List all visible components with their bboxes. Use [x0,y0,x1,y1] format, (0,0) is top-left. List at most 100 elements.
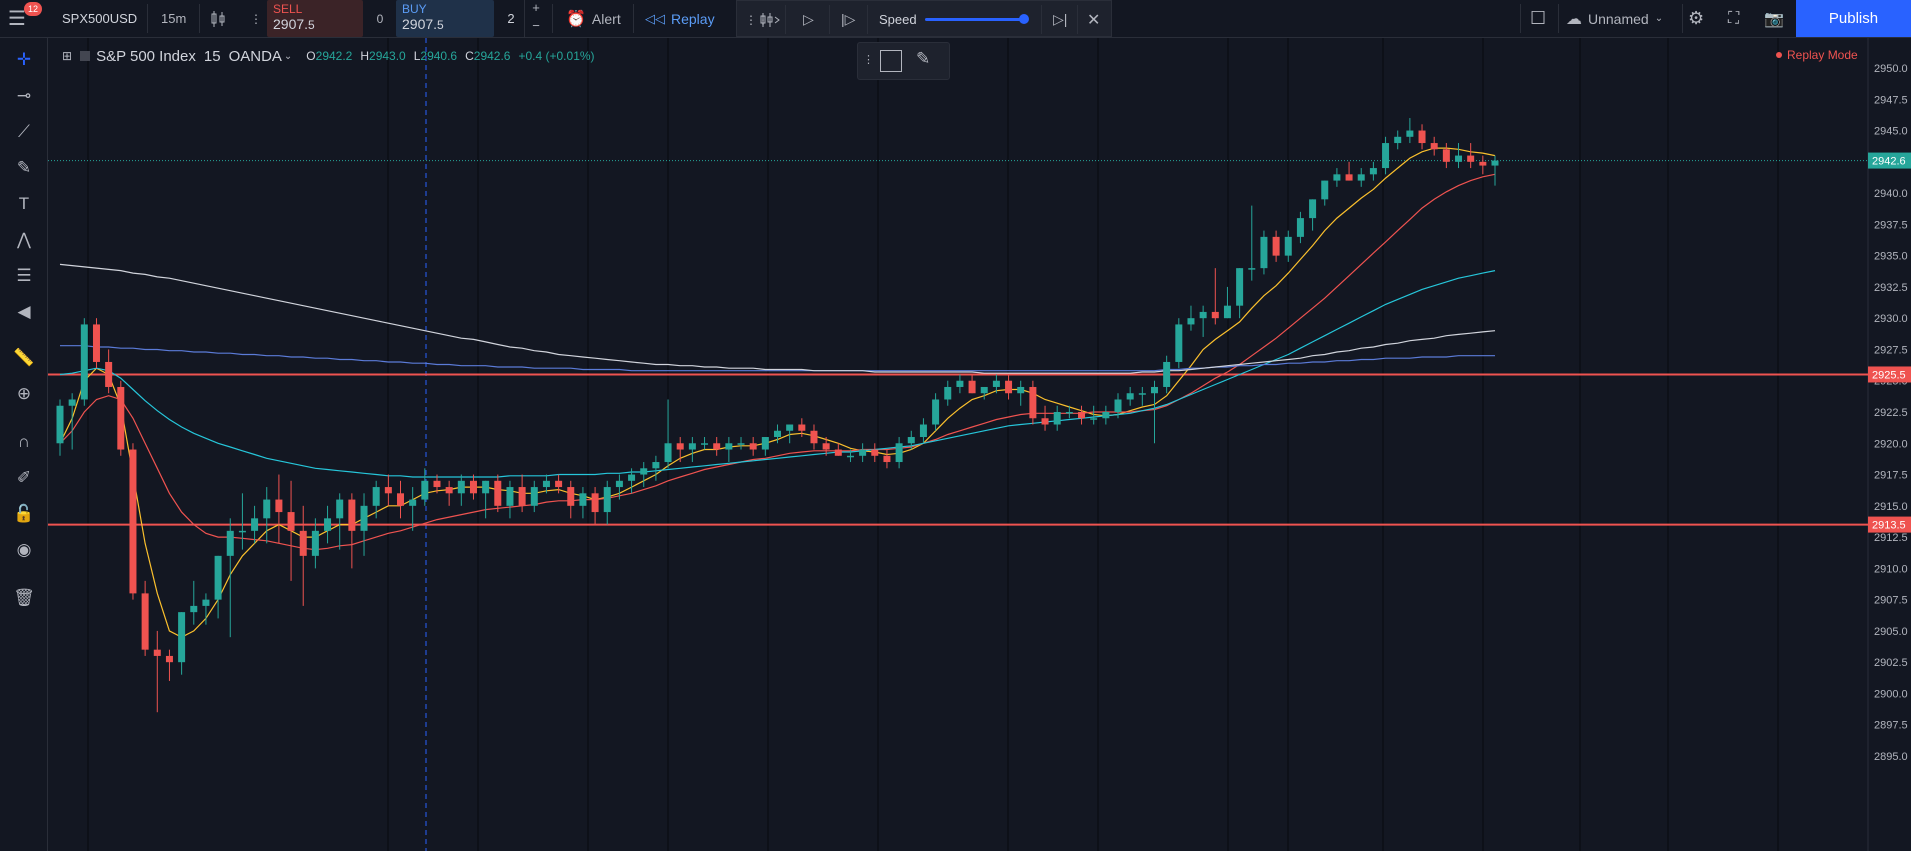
ruler-icon[interactable]: 📏 [13,348,35,367]
chevron-down-icon: ⌄ [1654,13,1664,24]
replay-mode-indicator: Replay Mode [1776,48,1858,62]
candle-body [1455,155,1463,162]
candle-body [226,530,234,556]
fullscreen-icon: ⛶ [1728,9,1740,27]
candle-body [1345,174,1353,181]
candle-body [1211,311,1219,319]
back-arrow-icon[interactable]: ◀ [17,302,31,321]
play-button[interactable]: ▷ [803,1,814,38]
moving-average-line [59,147,1496,638]
snapshot-button[interactable]: 📷 [1764,0,1784,37]
trend-line-icon[interactable]: ⟋ [18,122,30,141]
candle-body [1065,412,1073,414]
candle-body [324,518,332,531]
step-forward-button[interactable]: |▷ [841,1,855,38]
fib-icon[interactable]: ☰ [16,266,32,285]
buy-button[interactable]: BUY 2907.5 [396,0,494,37]
rewind-icon: ◁◁ [645,10,665,26]
candle-body [202,599,210,606]
alert-button[interactable]: ⏰ Alert [566,0,621,37]
quantity-field[interactable]: 2 [507,11,515,26]
lock-icon[interactable]: 🔓 [13,504,35,523]
alarm-clock-icon: ⏰ [566,10,586,28]
layout-name-button[interactable]: ☁ Unnamed ⌄ [1566,0,1663,37]
candle-body [348,499,356,531]
lock-draw-icon[interactable]: ✐ [16,468,32,487]
y-tick-label: 2917.5 [1874,470,1908,482]
camera-icon: 📷 [1764,10,1784,28]
drag-dots-icon[interactable]: ⋮ [863,54,874,66]
zoom-in-icon[interactable]: ⊕ [16,384,32,403]
moving-average-line [59,173,1496,551]
quantity-decrease-button[interactable]: − [532,18,540,33]
speed-slider-track[interactable] [925,18,1025,21]
publish-button[interactable]: Publish [1796,0,1911,37]
eye-icon[interactable]: ◉ [16,540,32,559]
candle-body [834,449,842,456]
candle-body [165,655,173,663]
horizontal-line-icon[interactable]: ⊸ [16,86,32,105]
crosshair-icon[interactable]: ✛ [16,50,32,69]
chart-legend: ⊞ S&P 500 Index 15 OANDA ⌄ O 2942.2 H 2943… [62,46,595,66]
speed-slider-thumb[interactable] [1019,14,1029,24]
symbol-search[interactable]: SPX500USD [62,11,138,26]
text-icon[interactable]: T [18,194,30,213]
rectangle-select-icon[interactable] [880,50,902,72]
candle-body [1406,130,1414,137]
high-value: 2943.0 [369,49,406,63]
price-axis [1868,38,1911,851]
candle-body [263,499,271,519]
expand-icon[interactable]: ⊞ [62,49,73,63]
candle-body [287,512,295,531]
candle-body [664,443,672,463]
record-dot-icon [1776,52,1782,58]
square-icon: ☐ [1530,8,1547,28]
chevron-down-icon[interactable]: ⌄ [283,50,293,62]
candle-body [518,487,526,506]
candle-body [932,399,940,425]
price-chart[interactable]: 2950.02947.52945.02942.52940.02937.52935… [48,38,1911,851]
alert-label: Alert [591,10,621,27]
fullscreen-button[interactable]: ⛶ [1728,0,1739,37]
candle-body [129,449,137,594]
interval-button[interactable]: 15m [161,11,187,26]
sell-button[interactable]: SELL 2907.5 [267,0,363,37]
candle-body [299,530,307,556]
jump-to-realtime-button[interactable]: ▷| [1053,1,1067,38]
magnet-icon[interactable]: ∩ [17,432,31,451]
candle-body [1236,268,1244,306]
close-replay-button[interactable]: ✕ [1087,1,1100,38]
legend-broker[interactable]: OANDA [228,47,282,65]
moving-average-line [59,263,1496,374]
drawing-toolbar: ✛ ⊸ ⟋ ✎ T ⋀ ☰ ◀ 📏 ⊕ ∩ ✐ 🔓 ◉ 🗑 [0,38,48,851]
candle-body [1296,218,1304,237]
quantity-increase-button[interactable]: + [532,0,540,15]
settings-button[interactable]: ⚙ [1688,0,1704,37]
candle-body [1029,386,1037,419]
pattern-icon[interactable]: ⋀ [17,230,31,249]
candle-body [1199,311,1207,319]
brush-icon[interactable]: ✎ [16,158,32,177]
replay-button[interactable]: ◁◁ Replay [645,0,715,37]
candle-body [567,487,575,506]
y-tick-label: 2940.0 [1874,188,1908,200]
sell-label: SELL [273,2,303,16]
candle-body [1382,143,1390,169]
candle-body [603,487,611,513]
trading-panel-drag-handle[interactable]: ⋮⋮ [250,0,274,37]
chart-type-button[interactable] [209,0,227,37]
candle-body [482,480,490,494]
trash-icon[interactable]: 🗑 [13,588,35,607]
candle-body [980,386,988,394]
menu-button[interactable]: ☰ [8,0,32,37]
y-tick-label: 2900.0 [1874,688,1908,700]
candle-body [956,380,964,387]
candle-body [494,480,502,506]
y-tick-label: 2895.0 [1874,751,1908,763]
candle-body [1078,412,1086,419]
candle-body [846,455,854,458]
brush-icon[interactable]: ✎ [916,49,931,68]
fullscreen-layout-button[interactable]: ☐ [1530,0,1546,37]
select-bar-button[interactable] [759,1,781,38]
y-tick-label: 2922.5 [1874,407,1908,419]
